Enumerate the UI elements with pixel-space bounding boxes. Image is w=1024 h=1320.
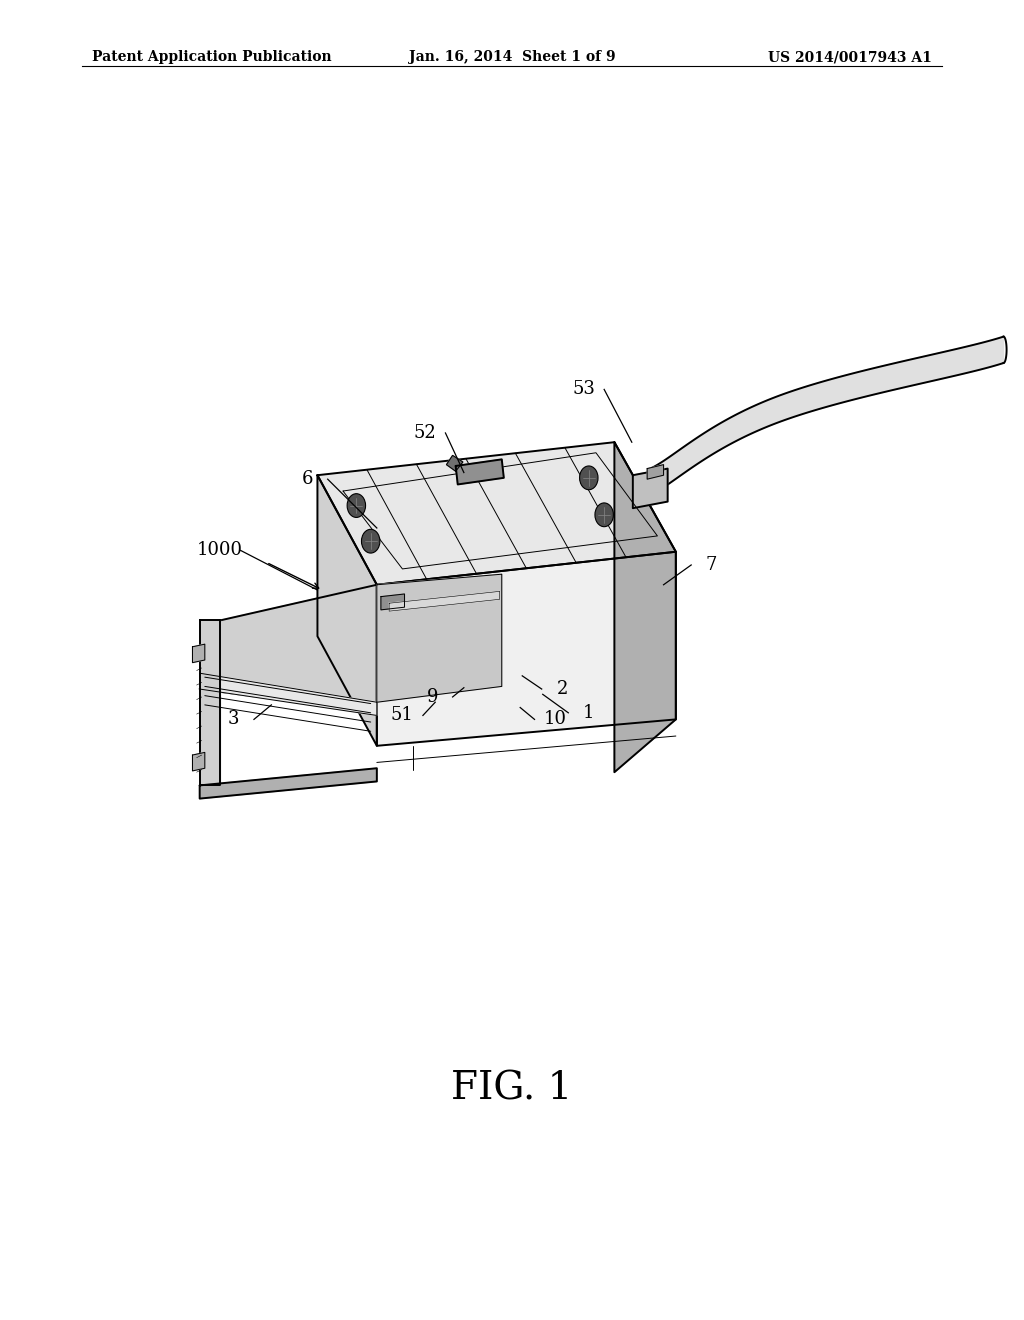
Polygon shape	[647, 465, 664, 479]
Polygon shape	[377, 552, 676, 746]
Polygon shape	[317, 442, 676, 585]
Polygon shape	[446, 455, 463, 471]
Circle shape	[595, 503, 613, 527]
Polygon shape	[377, 574, 502, 702]
Circle shape	[580, 466, 598, 490]
Polygon shape	[200, 620, 220, 719]
Polygon shape	[317, 475, 377, 746]
Text: Patent Application Publication: Patent Application Publication	[92, 50, 332, 65]
Polygon shape	[381, 594, 404, 610]
Text: 3: 3	[227, 710, 240, 729]
Polygon shape	[614, 442, 676, 772]
Text: 2: 2	[556, 680, 568, 698]
Polygon shape	[193, 752, 205, 771]
Circle shape	[361, 529, 380, 553]
Text: 1000: 1000	[198, 541, 243, 560]
Text: 7: 7	[706, 556, 718, 574]
Polygon shape	[193, 644, 205, 663]
Text: 10: 10	[544, 710, 566, 729]
Text: 53: 53	[572, 380, 595, 399]
Polygon shape	[200, 768, 377, 799]
Polygon shape	[200, 620, 220, 785]
Text: 51: 51	[391, 706, 414, 725]
Text: 9: 9	[426, 688, 438, 706]
Polygon shape	[389, 591, 500, 611]
Text: 1: 1	[583, 704, 595, 722]
Text: 52: 52	[414, 424, 436, 442]
Polygon shape	[200, 673, 377, 715]
Text: Jan. 16, 2014  Sheet 1 of 9: Jan. 16, 2014 Sheet 1 of 9	[409, 50, 615, 65]
Text: FIG. 1: FIG. 1	[452, 1071, 572, 1107]
Polygon shape	[633, 469, 668, 508]
Text: US 2014/0017943 A1: US 2014/0017943 A1	[768, 50, 932, 65]
Polygon shape	[650, 337, 1004, 495]
Circle shape	[347, 494, 366, 517]
Polygon shape	[456, 459, 504, 484]
Polygon shape	[200, 585, 377, 713]
Text: 6: 6	[301, 470, 313, 488]
